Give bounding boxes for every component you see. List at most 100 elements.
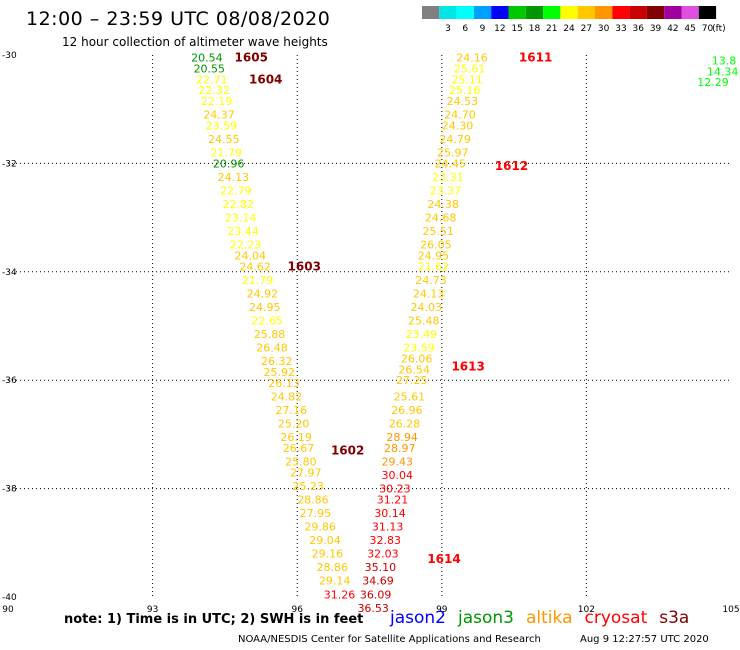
page-title: 12:00 – 23:59 UTC 08/08/2020 xyxy=(26,8,331,30)
wave-height-value: 25.61 xyxy=(394,390,426,403)
track-1602-1605: 20.5420.5522.7122.3222.1924.3723.5924.55… xyxy=(191,52,355,602)
pass-number: 1612 xyxy=(495,159,528,173)
wave-height-value: 28.86 xyxy=(316,561,348,574)
colorbar-swatch xyxy=(508,6,526,19)
wave-height-value: 25.88 xyxy=(254,328,286,341)
wave-height-value: 24.68 xyxy=(425,212,457,225)
wave-height-value: 35.10 xyxy=(365,561,397,574)
wave-height-value: 25.23 xyxy=(292,480,324,493)
x-tick-label: 96 xyxy=(291,605,303,615)
colorbar-tick-label: 39 xyxy=(650,24,662,34)
colorbar-tick-label: 36 xyxy=(633,24,645,34)
colorbar-tick-label: 45 xyxy=(684,24,695,34)
wave-height-value: 24.38 xyxy=(427,198,459,211)
pass-number: 1613 xyxy=(451,360,484,374)
wave-height-value: 24.13 xyxy=(413,287,445,300)
y-tick-label: -38 xyxy=(2,485,17,495)
wave-height-value: 24.55 xyxy=(208,133,240,146)
colorbar-swatch xyxy=(646,6,665,19)
wave-height-value: 36.53 xyxy=(357,602,389,615)
pass-number: 1614 xyxy=(427,552,460,566)
track-1611-1614: 24.1625.6125.1125.1624.5324.7024.3024.79… xyxy=(357,52,487,615)
wave-height-value: 22.23 xyxy=(230,239,262,252)
y-tick-label: -34 xyxy=(2,268,17,278)
wave-height-value: 24.37 xyxy=(203,109,235,122)
colorbar-swatch xyxy=(473,6,492,19)
x-tick-label: 93 xyxy=(147,605,158,615)
wave-height-value: 24.79 xyxy=(439,133,471,146)
x-tick-label: 102 xyxy=(578,605,595,615)
wave-height-value: 14.34 xyxy=(707,65,739,78)
footer-note: note: 1) Time is in UTC; 2) SWH is in fe… xyxy=(64,612,364,627)
colorbar-swatch xyxy=(698,6,717,19)
wave-height-value: 24.13 xyxy=(218,171,250,184)
satellite-legend-cryosat: cryosat xyxy=(584,608,648,628)
wave-height-value: 24.95 xyxy=(249,301,281,314)
colorbar-tick-label: 21 xyxy=(546,24,557,34)
wave-height-value: 30.23 xyxy=(379,483,411,496)
x-tick-label: 90 xyxy=(2,605,14,615)
map-grid xyxy=(8,55,731,597)
x-tick-label: 99 xyxy=(436,605,448,615)
wave-height-value: 29.14 xyxy=(319,575,351,588)
wave-height-value: 26.28 xyxy=(389,418,421,431)
wave-height-value: 22.19 xyxy=(201,95,233,108)
colorbar-tick-label: 18 xyxy=(529,24,541,34)
wave-height-value: 30.04 xyxy=(382,469,414,482)
wave-height-value: 26.54 xyxy=(398,363,430,376)
wave-height-value: 27.25 xyxy=(396,374,428,387)
colorbar-swatch xyxy=(422,6,440,19)
y-tick-label: -32 xyxy=(2,159,17,169)
wave-height-value: 21.79 xyxy=(210,147,242,160)
colorbar-swatch xyxy=(560,6,578,19)
wave-height-value: 20.96 xyxy=(213,157,245,170)
wave-height-value: 34.69 xyxy=(362,575,394,588)
wave-height-value: 23.31 xyxy=(432,171,464,184)
wave-height-value: 25.11 xyxy=(451,73,483,86)
wave-height-value: 32.03 xyxy=(367,548,399,561)
wave-height-value: 22.32 xyxy=(198,84,230,97)
wave-height-value: 25.80 xyxy=(285,456,317,469)
colorbar-tick-label: 42 xyxy=(667,24,678,34)
wave-height-value: 27.97 xyxy=(290,466,322,479)
wave-height-value: 26.13 xyxy=(268,377,300,390)
wave-height-value: 25.48 xyxy=(408,315,440,328)
wave-height-value: 27.16 xyxy=(276,404,308,417)
wave-height-value: 29.04 xyxy=(309,534,341,547)
colorbar-swatch xyxy=(595,6,613,19)
wave-height-value: 24.73 xyxy=(415,274,447,287)
wave-height-value: 22.82 xyxy=(222,198,254,211)
page-subtitle: 12 hour collection of altimeter wave hei… xyxy=(62,35,328,49)
wave-height-value: 12.29 xyxy=(697,76,729,89)
y-tick-label: -36 xyxy=(2,376,17,386)
wave-height-value: 31.26 xyxy=(324,588,356,601)
wave-height-value: 29.43 xyxy=(382,456,414,469)
wave-height-value: 25.20 xyxy=(278,418,310,431)
pass-number: 1604 xyxy=(249,72,282,86)
wave-height-value: 25.51 xyxy=(423,225,455,238)
wave-height-value: 24.82 xyxy=(271,390,303,403)
satellite-legend-jason2: jason2 xyxy=(390,608,446,628)
colorbar-tick-label: 70 xyxy=(702,24,714,34)
wave-height-value: 36.09 xyxy=(360,588,392,601)
wave-height-value: 26.32 xyxy=(261,355,293,368)
colorbar-tick-label: 9 xyxy=(480,24,486,34)
wave-height-value: 26.48 xyxy=(256,342,288,355)
wave-height-value: 25.16 xyxy=(449,84,481,97)
wave-height-value: 24.70 xyxy=(444,109,476,122)
wave-height-value: 24.92 xyxy=(247,287,279,300)
wave-height-value: 25.92 xyxy=(263,366,295,379)
wave-height-value: 24.30 xyxy=(442,119,474,132)
colorbar-tick-label: 24 xyxy=(563,24,575,34)
pass-number-labels: 1605 1604 1603 1602 1611 1612 1613 1614 xyxy=(235,51,553,566)
satellite-legend-jason3: jason3 xyxy=(458,608,514,628)
wave-height-value: 31.13 xyxy=(372,521,404,534)
colorbar-legend: 3 6 9 12 15 18 21 24 27 30 33 36 39 42 45 70(ft) xyxy=(422,6,726,34)
colorbar-tick-label: 6 xyxy=(462,24,468,34)
pass-number: 1603 xyxy=(288,259,321,273)
wave-height-value: 24.04 xyxy=(235,250,266,263)
colorbar-swatch xyxy=(629,6,647,19)
generated-timestamp: Aug 9 12:27:57 UTC 2020 xyxy=(580,634,709,645)
wave-height-value: 24.95 xyxy=(418,250,450,263)
wave-height-value: 28.94 xyxy=(386,431,418,444)
